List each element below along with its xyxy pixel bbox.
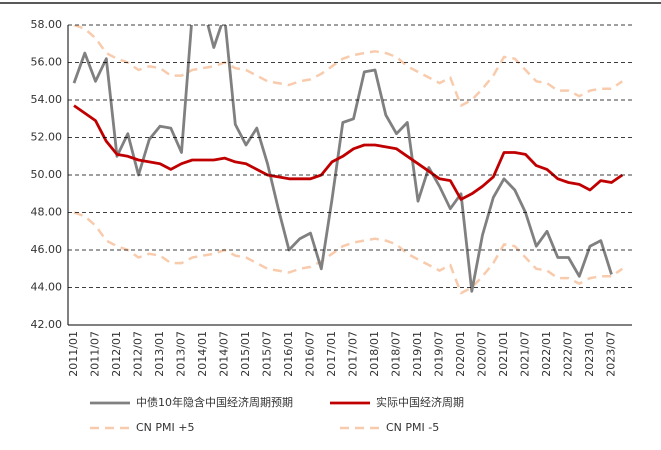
series-line [73,104,624,201]
x-tick-label: 2022/07 [562,331,575,377]
x-tick-label: 2017/01 [325,331,338,377]
x-tick-label: 2022/01 [540,331,553,377]
x-tick-label: 2012/01 [110,331,123,377]
legend-label: 中债10年隐含中国经济周期预期 [136,395,293,409]
x-tick-label: 2011/07 [89,331,102,377]
x-tick-label: 2014/07 [218,331,231,377]
plot-area [72,25,624,295]
x-tick-label: 2021/07 [519,331,532,377]
legend-label: CN PMI +5 [136,421,195,434]
legend-label: CN PMI -5 [386,421,439,434]
x-tick-label: 2023/07 [605,331,618,377]
y-tick-label: 56.00 [31,56,63,69]
x-tick-label: 2015/01 [239,331,252,377]
series-line [73,211,624,295]
y-tick-label: 48.00 [31,206,63,219]
x-tick-label: 2015/07 [261,331,274,377]
x-tick-label: 2019/01 [411,331,424,377]
series-line [73,25,624,107]
y-tick-label: 50.00 [31,168,63,181]
x-tick-label: 2013/01 [153,331,166,377]
x-tick-label: 2020/01 [454,331,467,377]
x-tick-label: 2018/07 [390,331,403,377]
x-tick-label: 2014/01 [196,331,209,377]
x-tick-label: 2016/01 [282,331,295,377]
x-tick-label: 2018/01 [368,331,381,377]
y-tick-label: 44.00 [31,281,63,294]
x-tick-label: 2011/01 [67,331,80,377]
y-tick-label: 46.00 [31,243,63,256]
x-tick-label: 2019/07 [433,331,446,377]
legend-label: 实际中国经济周期 [376,395,464,409]
x-tick-label: 2013/07 [175,331,188,377]
x-tick-label: 2023/01 [583,331,596,377]
x-tick-label: 2020/07 [476,331,489,377]
x-tick-label: 2017/07 [347,331,360,377]
y-tick-label: 52.00 [31,131,63,144]
x-tick-label: 2021/01 [497,331,510,377]
x-tick-label: 2012/07 [132,331,145,377]
series-line [72,25,613,293]
y-tick-label: 58.00 [31,18,63,31]
x-tick-label: 2016/07 [304,331,317,377]
y-tick-label: 54.00 [31,93,63,106]
y-tick-label: 42.00 [31,318,63,331]
